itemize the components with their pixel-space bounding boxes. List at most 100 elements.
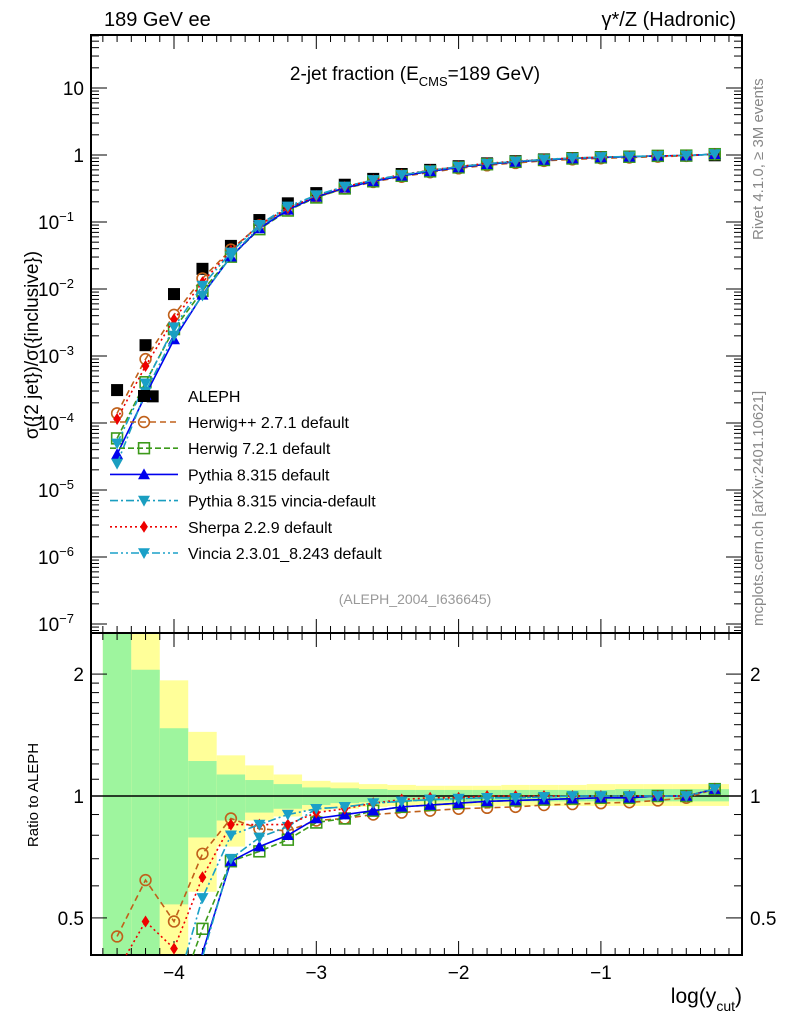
series-5-ratio-point xyxy=(623,791,636,802)
series-0-ratio-line xyxy=(116,788,715,937)
series-5-ratio-point xyxy=(224,830,237,842)
legend-marker xyxy=(137,441,151,455)
series-5-ratio-point xyxy=(395,796,408,808)
series-5-ratio-line xyxy=(185,788,715,956)
series-2-ratio-point xyxy=(367,804,380,816)
series-4-main-point xyxy=(141,359,150,372)
series-5-main-point xyxy=(367,175,380,187)
series-5-main-point xyxy=(452,161,465,173)
series-5-ratio-point xyxy=(566,791,579,802)
series-2-ratio-line xyxy=(201,788,715,956)
aleph-data-point xyxy=(168,288,180,301)
series-0-ratio-point xyxy=(196,847,209,860)
series-3-main-point xyxy=(196,290,209,302)
y-tick-exponent: −7 xyxy=(59,611,74,626)
ratio-tick-label-right: 0.5 xyxy=(750,909,776,930)
series-4-ratio-point xyxy=(170,942,178,955)
series-2-main-point xyxy=(111,448,124,460)
aleph-data-point xyxy=(139,339,152,352)
x-axis-label: log(ycut) xyxy=(671,985,742,1014)
legend-marker xyxy=(138,495,150,507)
series-5-ratio-point xyxy=(680,791,693,802)
series-5-ratio-point xyxy=(338,802,351,813)
series-0-main-line xyxy=(116,153,715,414)
series-5-main-point xyxy=(481,158,494,170)
series-3-main-line xyxy=(116,153,715,464)
y-tick-base: 10 xyxy=(38,347,59,368)
series-5-ratio-point xyxy=(452,793,465,805)
y-tick-label: 10−7 xyxy=(38,611,74,636)
y-tick-exponent: −1 xyxy=(59,209,74,224)
x-tick-label: −4 xyxy=(163,963,185,984)
y-tick-exponent: −4 xyxy=(59,410,74,425)
series-1-ratio-point xyxy=(196,922,209,936)
y-axis-label: σ({2 jet})/σ({inclusive}) xyxy=(22,251,43,439)
rivet-version-label: Rivet 4.1.0, ≥ 3M events xyxy=(750,78,767,240)
x-tick-label: −2 xyxy=(448,963,470,984)
header-left: 189 GeV ee xyxy=(104,9,211,31)
y-tick-base: 10 xyxy=(38,548,59,569)
series-4-ratio-point xyxy=(198,871,207,884)
title-pre: 2-jet fraction (E xyxy=(290,64,419,85)
series-5-main-point xyxy=(310,190,323,202)
series-5-ratio-point xyxy=(651,791,664,802)
series-5-ratio-point xyxy=(481,792,494,804)
y-tick-label: 10−6 xyxy=(38,544,74,569)
series-5-main-point xyxy=(111,438,124,450)
legend-label: Sherpa 2.2.9 default xyxy=(188,520,333,537)
series-5-main-point xyxy=(224,247,237,259)
series-5-ratio-point xyxy=(424,794,437,806)
y-tick-base: 10 xyxy=(38,280,59,301)
y-tick-base: 10 xyxy=(38,615,59,636)
x-tick-label: −1 xyxy=(590,963,612,984)
y-tick-base: 10 xyxy=(63,79,84,100)
xlabel-sub: cut xyxy=(716,998,735,1014)
legend-label: Herwig++ 2.7.1 default xyxy=(188,415,350,432)
series-5-main-point xyxy=(680,150,693,162)
series-4-ratio-point xyxy=(283,818,292,831)
ratio-tick-label-right: 1 xyxy=(750,787,761,808)
series-5-main-point xyxy=(651,151,664,162)
x-tick-label: −3 xyxy=(305,963,327,984)
legend-marker xyxy=(138,468,150,480)
series-5-ratio-point xyxy=(253,819,266,831)
ratio-y-axis-label: Ratio to ALEPH xyxy=(25,743,42,847)
main-frame xyxy=(90,34,743,634)
series-5-ratio-point xyxy=(708,784,721,796)
y-tick-base: 1 xyxy=(73,146,84,167)
y-tick-exponent: −6 xyxy=(59,544,74,559)
aleph-data-point xyxy=(196,262,209,275)
y-tick-label: 10−1 xyxy=(38,209,74,234)
mcplots-label: mcplots.cern.ch [arXiv:2401.10621] xyxy=(750,391,767,626)
analysis-id: (ALEPH_2004_I636645) xyxy=(339,591,492,607)
header-right: γ*/Z (Hadronic) xyxy=(602,9,736,31)
green-band-bin xyxy=(159,728,189,905)
main-series xyxy=(110,147,721,470)
y-tick-label: 1 xyxy=(73,146,84,167)
series-5-main-point xyxy=(168,322,180,334)
xlabel-post: ) xyxy=(735,985,742,1008)
y-tick-label: 10−2 xyxy=(38,276,74,301)
legend-marker xyxy=(138,548,150,559)
series-4-main-point xyxy=(113,413,121,426)
series-0-ratio-point xyxy=(139,873,152,887)
series-0-ratio-point xyxy=(110,930,124,943)
series-5-main-point xyxy=(424,165,437,177)
y-tick-base: 10 xyxy=(38,213,59,234)
series-5-main-point xyxy=(708,149,721,161)
series-4-main-point xyxy=(170,313,178,326)
series-0-ratio-point xyxy=(167,915,181,928)
series-5-main-point xyxy=(623,151,636,163)
y-tick-exponent: −3 xyxy=(59,343,74,358)
y-tick-base: 10 xyxy=(38,481,59,502)
y-tick-label: 10−3 xyxy=(38,343,74,368)
y-tick-exponent: −2 xyxy=(59,276,74,291)
aleph-data-point xyxy=(111,384,124,397)
series-3-main-point xyxy=(111,458,124,470)
legend-marker xyxy=(140,520,148,533)
ratio-series xyxy=(110,782,721,956)
series-5-main-point xyxy=(537,154,550,166)
ratio-frame xyxy=(90,632,743,956)
ratio-tick-label: 0.5 xyxy=(58,909,84,930)
